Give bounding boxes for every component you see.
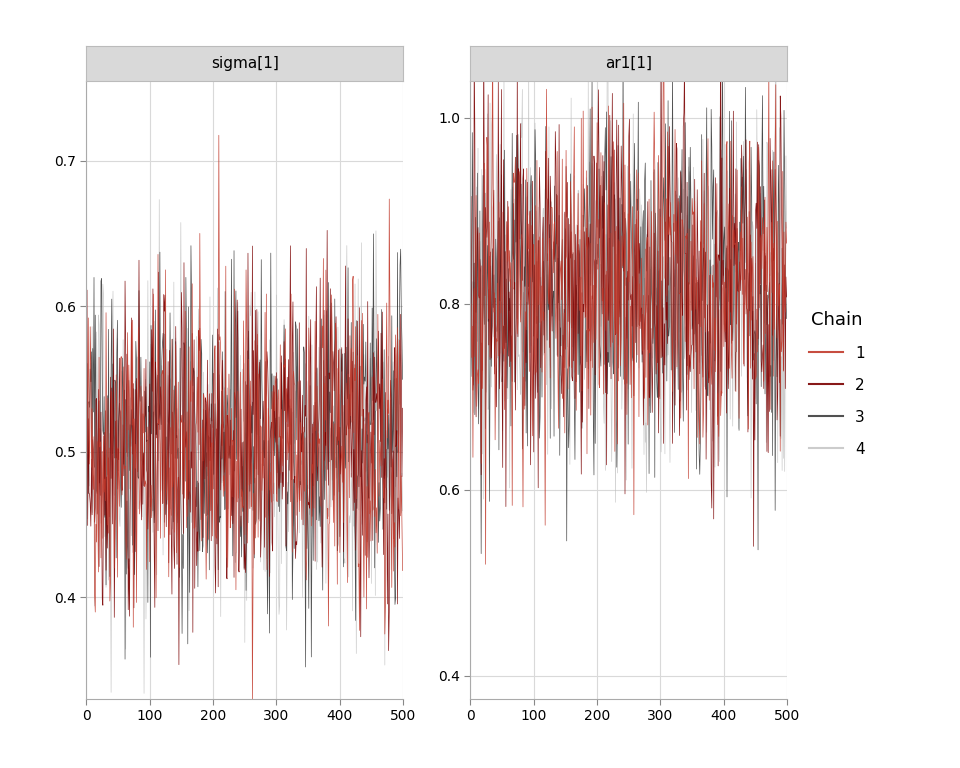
- Text: sigma[1]: sigma[1]: [211, 56, 278, 71]
- Legend: 1, 2, 3, 4: 1, 2, 3, 4: [809, 311, 865, 457]
- Text: ar1[1]: ar1[1]: [606, 56, 652, 71]
